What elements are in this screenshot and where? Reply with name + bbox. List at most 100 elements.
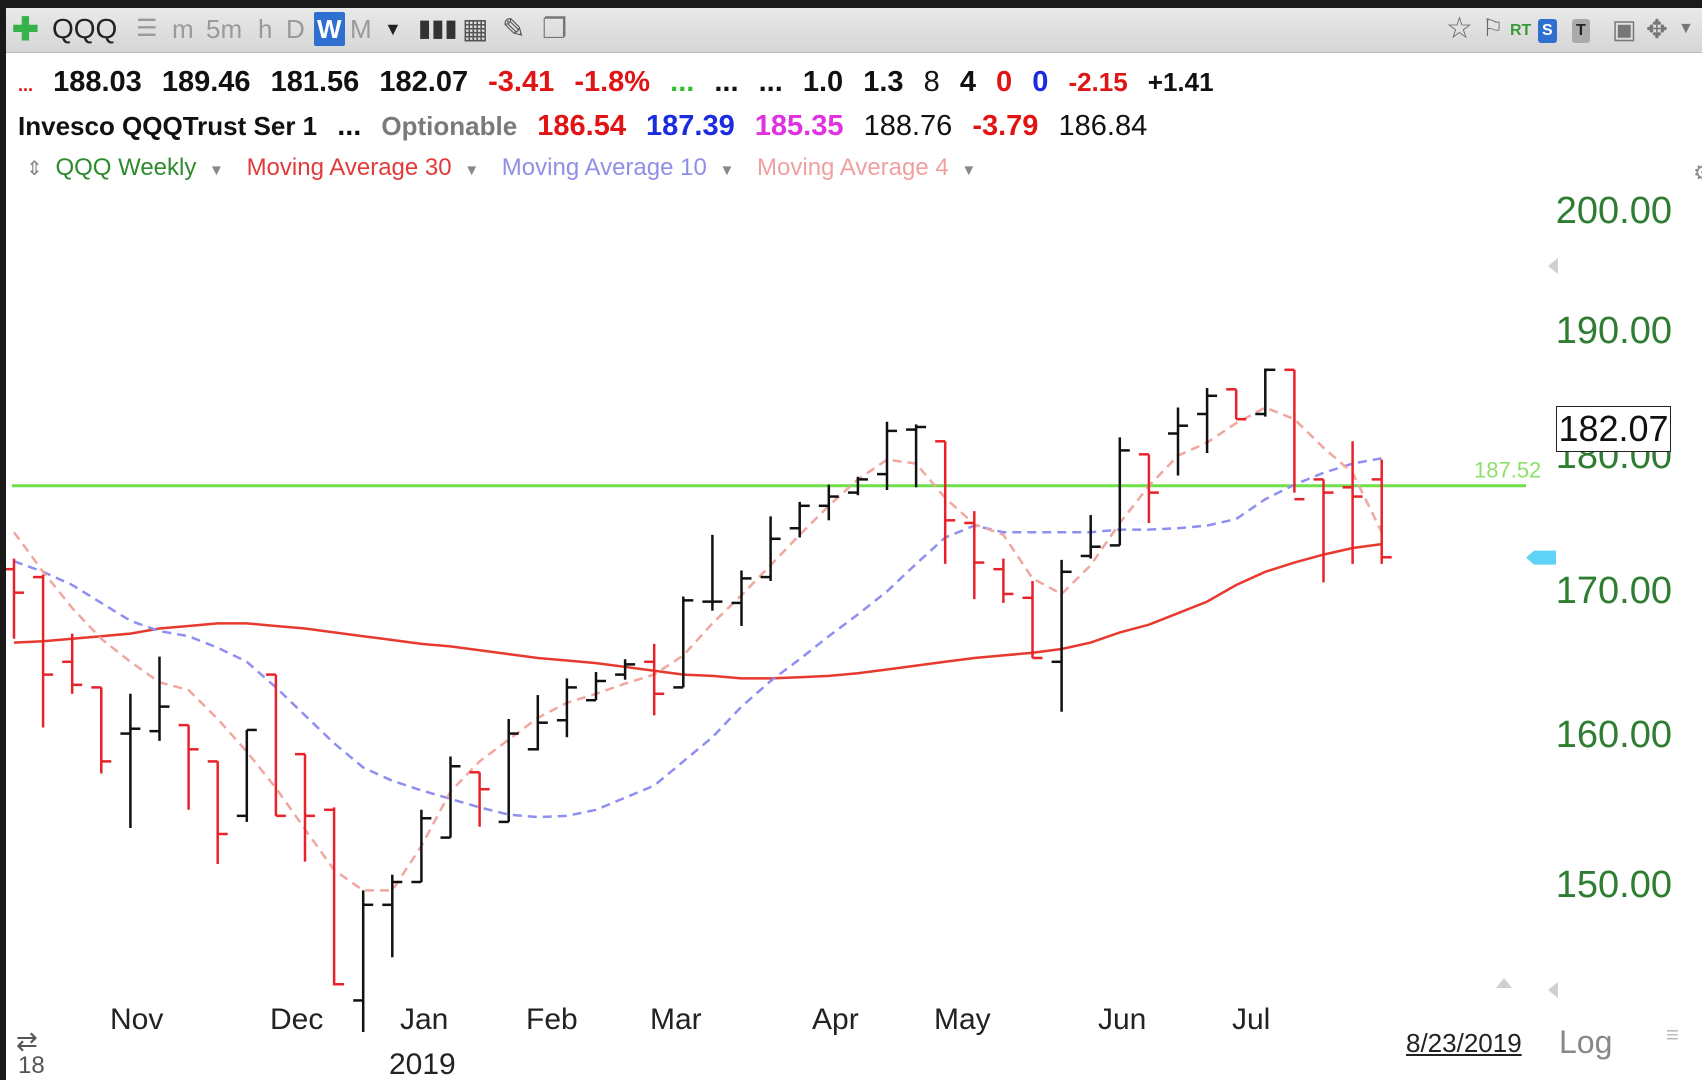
ohlc-bar [1051,559,1072,712]
y-tick-label: 190.00 [1555,310,1672,352]
quote-count-1: 8 [923,66,940,98]
ohlc-bar [120,693,141,828]
ohlc-bar [178,723,199,810]
x-month-label: Apr [812,1003,859,1036]
y-tick-label: 170.00 [1555,570,1672,612]
ohlc-bar [33,574,54,728]
streaming-badge[interactable]: S [1538,19,1557,43]
ohlc-bar [818,484,839,521]
quote-ratio-2: 1.3 [863,66,904,98]
quote-delta-2: +1.41 [1147,67,1214,97]
chart-markers [1496,258,1558,998]
settings-icon[interactable]: ⚙ [1693,160,1702,186]
ohlc-bar [149,656,170,741]
quote-value-3: 185.35 [754,110,844,142]
ohlc-bars [6,368,1392,1032]
table-icon[interactable]: ▦ [462,13,489,44]
ohlc-bar [964,511,985,600]
window-icon[interactable]: ❐ [542,13,568,44]
period-minute[interactable]: m [172,14,194,44]
scroll-up-arrow-icon [1548,258,1558,274]
add-symbol-icon[interactable]: ✚ [12,11,39,47]
realtime-badge[interactable]: RT [1510,22,1532,39]
save-icon[interactable]: ▣ [1612,14,1637,44]
ohlc-bar [1022,581,1043,660]
menu-dropdown-icon[interactable]: ▼ [1678,20,1694,37]
quote-count-2: 4 [959,66,976,98]
scroll-top-arrow-icon [1496,978,1512,988]
period-daily[interactable]: D [286,14,305,44]
star-icon[interactable]: ☆ [1446,12,1473,45]
period-hourly[interactable]: h [258,14,273,44]
trade-badge[interactable]: T [1572,19,1590,43]
current-date-label[interactable]: 8/23/2019 [1406,1028,1522,1058]
ohlc-bar [702,534,723,611]
x-month-label: Dec [270,1003,324,1036]
quote-count-3: 0 [996,66,1013,98]
legend-ma4[interactable]: Moving Average 4 [757,154,949,181]
period-5-minute[interactable]: 5m [206,14,243,44]
ohlc-bar [440,756,461,839]
ohlc-bar [382,874,403,958]
horizontal-line[interactable]: 187.52 [12,458,1541,488]
options-icon[interactable]: ≡ [1666,1022,1679,1047]
x-month-label: Jul [1232,1003,1271,1036]
ohlc-bar [586,672,606,702]
ohlc-bar [265,673,286,818]
period-monthly[interactable]: M [350,14,372,44]
ohlc-bar [789,501,810,538]
toolbar: ✚ QQQ ☰ m 5m h D W M ▼ ▮▮▮ ▦ ✎ ❐ ☆ ⚐ RT … [6,8,1702,53]
legend-main-series[interactable]: QQQ Weekly [55,154,197,181]
legend-ma10[interactable]: Moving Average 10 [501,154,707,181]
ohlc-bar [760,516,781,582]
scroll-arrows-icon[interactable]: ⇄ [16,1026,38,1056]
quote-change-pct: -1.8% [574,66,651,98]
list-icon[interactable]: ☰ [136,15,158,42]
ohlc-bar [6,558,24,639]
symbol-label[interactable]: QQQ [52,13,118,44]
ohlc-bar [527,695,548,751]
price-chart[interactable]: 187.52 [6,8,1702,1080]
ohlc-bar [353,890,374,1032]
ohlc-bar [1255,368,1276,417]
legend-ma10-dropdown-icon[interactable]: ▼ [719,162,735,179]
ohlc-bar [1197,388,1218,453]
pencil-icon[interactable]: ✎ [502,13,526,44]
move-icon[interactable]: ✥ [1646,14,1668,44]
x-month-label: May [934,1003,991,1036]
ma30-path [13,542,1382,680]
period-dropdown-icon[interactable]: ▼ [384,19,402,39]
log-scale-toggle[interactable]: Log [1559,1024,1613,1060]
quote-value-6: 186.84 [1058,110,1148,142]
security-name: Invesco QQQTrust Ser 1 [18,111,318,141]
ohlc-bar [906,424,927,488]
bar-chart-icon[interactable]: ▮▮▮ [418,15,458,42]
alert-line-label: 187.52 [1474,458,1541,483]
x-month-label: Jan [400,1003,449,1036]
x-month-label: Jun [1098,1003,1147,1036]
legend-ma30-dropdown-icon[interactable]: ▼ [464,162,480,179]
ohlc-bar [935,440,956,564]
legend-ma4-dropdown-icon[interactable]: ▼ [961,162,977,179]
ma10-line [13,457,1382,819]
quote-low: 181.56 [270,66,360,98]
quote-value-1: 186.54 [537,110,626,142]
x-year-partial-label: 18 [18,1052,45,1079]
quote-close: 182.07 [379,66,469,98]
sort-arrows-icon[interactable]: ⇕ [26,158,43,180]
period-weekly[interactable]: W [314,12,345,46]
ohlc-bar [207,760,228,864]
name-ellipsis: ... [337,110,362,142]
legend-main-dropdown-icon[interactable]: ▼ [209,162,224,179]
y-tick-label: 160.00 [1555,714,1672,756]
ohlc-bar [295,752,315,862]
quote-delta-1: -2.15 [1068,67,1128,97]
y-tick-label: 200.00 [1555,190,1672,232]
indicator-legend: ⇕ QQQ Weekly ▼ Moving Average 30 ▼ Movin… [26,153,992,183]
ohlc-bar [731,570,752,626]
ohlc-bar [324,807,345,986]
flag-icon[interactable]: ⚐ [1482,15,1504,42]
x-month-label: Mar [650,1003,702,1036]
legend-ma30[interactable]: Moving Average 30 [246,154,452,181]
